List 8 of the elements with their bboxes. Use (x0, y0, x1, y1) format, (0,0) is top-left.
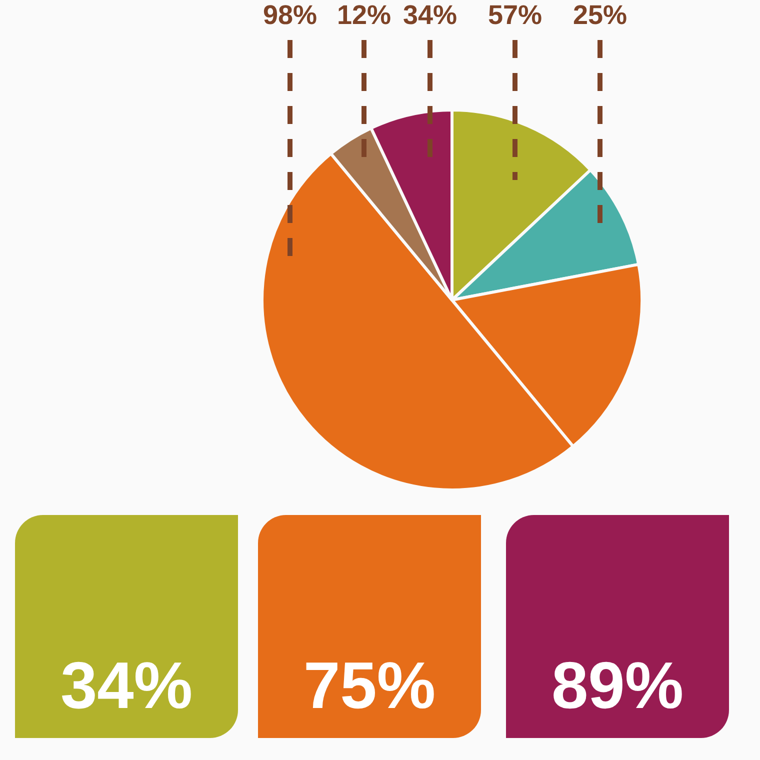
text: 34% (402, 0, 458, 30)
text: 98% (262, 0, 318, 30)
card-tile: 75% (258, 515, 481, 738)
card-tile: 89% (506, 515, 729, 738)
text: 57% (488, 0, 542, 30)
text: 25% (572, 0, 628, 30)
text: 12% (336, 0, 392, 30)
card-tile: 34% (15, 515, 238, 738)
